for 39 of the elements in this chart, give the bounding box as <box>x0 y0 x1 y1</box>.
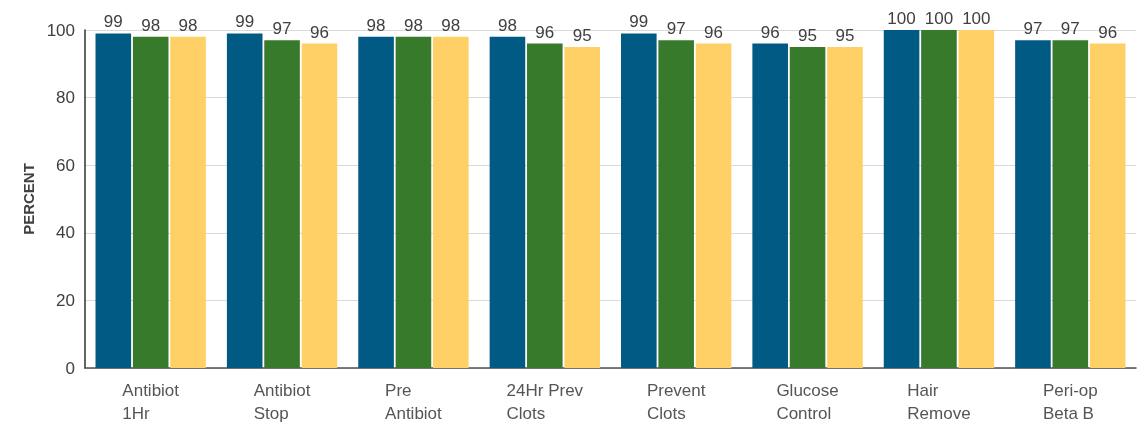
data-label: 97 <box>272 19 292 39</box>
x-tick-label: Prevent Clots <box>646 381 706 423</box>
data-label: 97 <box>666 19 686 39</box>
x-tick-label: Glucose Control <box>776 381 839 423</box>
data-label: 99 <box>103 12 123 32</box>
data-label: 97 <box>1060 19 1080 39</box>
data-label: 96 <box>1098 22 1118 42</box>
y-tick-label: 60 <box>56 155 75 175</box>
data-label: 98 <box>403 15 423 35</box>
data-label: 95 <box>835 25 855 45</box>
data-label: 98 <box>178 15 198 35</box>
x-tick-label: Peri-op Beta B <box>1042 381 1098 423</box>
x-tick-label: Hair Remove <box>907 381 971 423</box>
data-label: 99 <box>235 12 255 32</box>
y-tick-label: 100 <box>46 20 75 40</box>
data-label: 98 <box>497 15 517 35</box>
data-label: 95 <box>572 25 592 45</box>
data-label: 96 <box>309 22 329 42</box>
data-label: 97 <box>1023 19 1043 39</box>
data-label: 98 <box>366 15 386 35</box>
data-label: 100 <box>887 9 916 28</box>
data-label: 99 <box>629 12 649 32</box>
x-tick-label: 24Hr Prev Clots <box>506 381 584 423</box>
data-label: 100 <box>924 9 954 28</box>
data-label: 100 <box>962 9 991 28</box>
data-label: 96 <box>535 22 555 42</box>
y-tick-label: 20 <box>56 290 75 310</box>
y-tick-label: 80 <box>56 88 75 108</box>
x-tick-label: Pre Antibiot <box>385 381 443 423</box>
data-label: 95 <box>798 25 818 45</box>
data-label: 98 <box>141 15 161 35</box>
y-tick-label: 0 <box>65 358 75 378</box>
data-label: 98 <box>441 15 461 35</box>
x-tick-label: Antibiot Stop <box>253 381 311 423</box>
data-label: 96 <box>704 22 724 42</box>
data-label: 96 <box>760 22 780 42</box>
y-axis-title: PERCENT <box>19 163 37 235</box>
y-tick-label: 40 <box>56 223 75 243</box>
x-tick-label: Antibiot 1Hr <box>122 381 180 423</box>
